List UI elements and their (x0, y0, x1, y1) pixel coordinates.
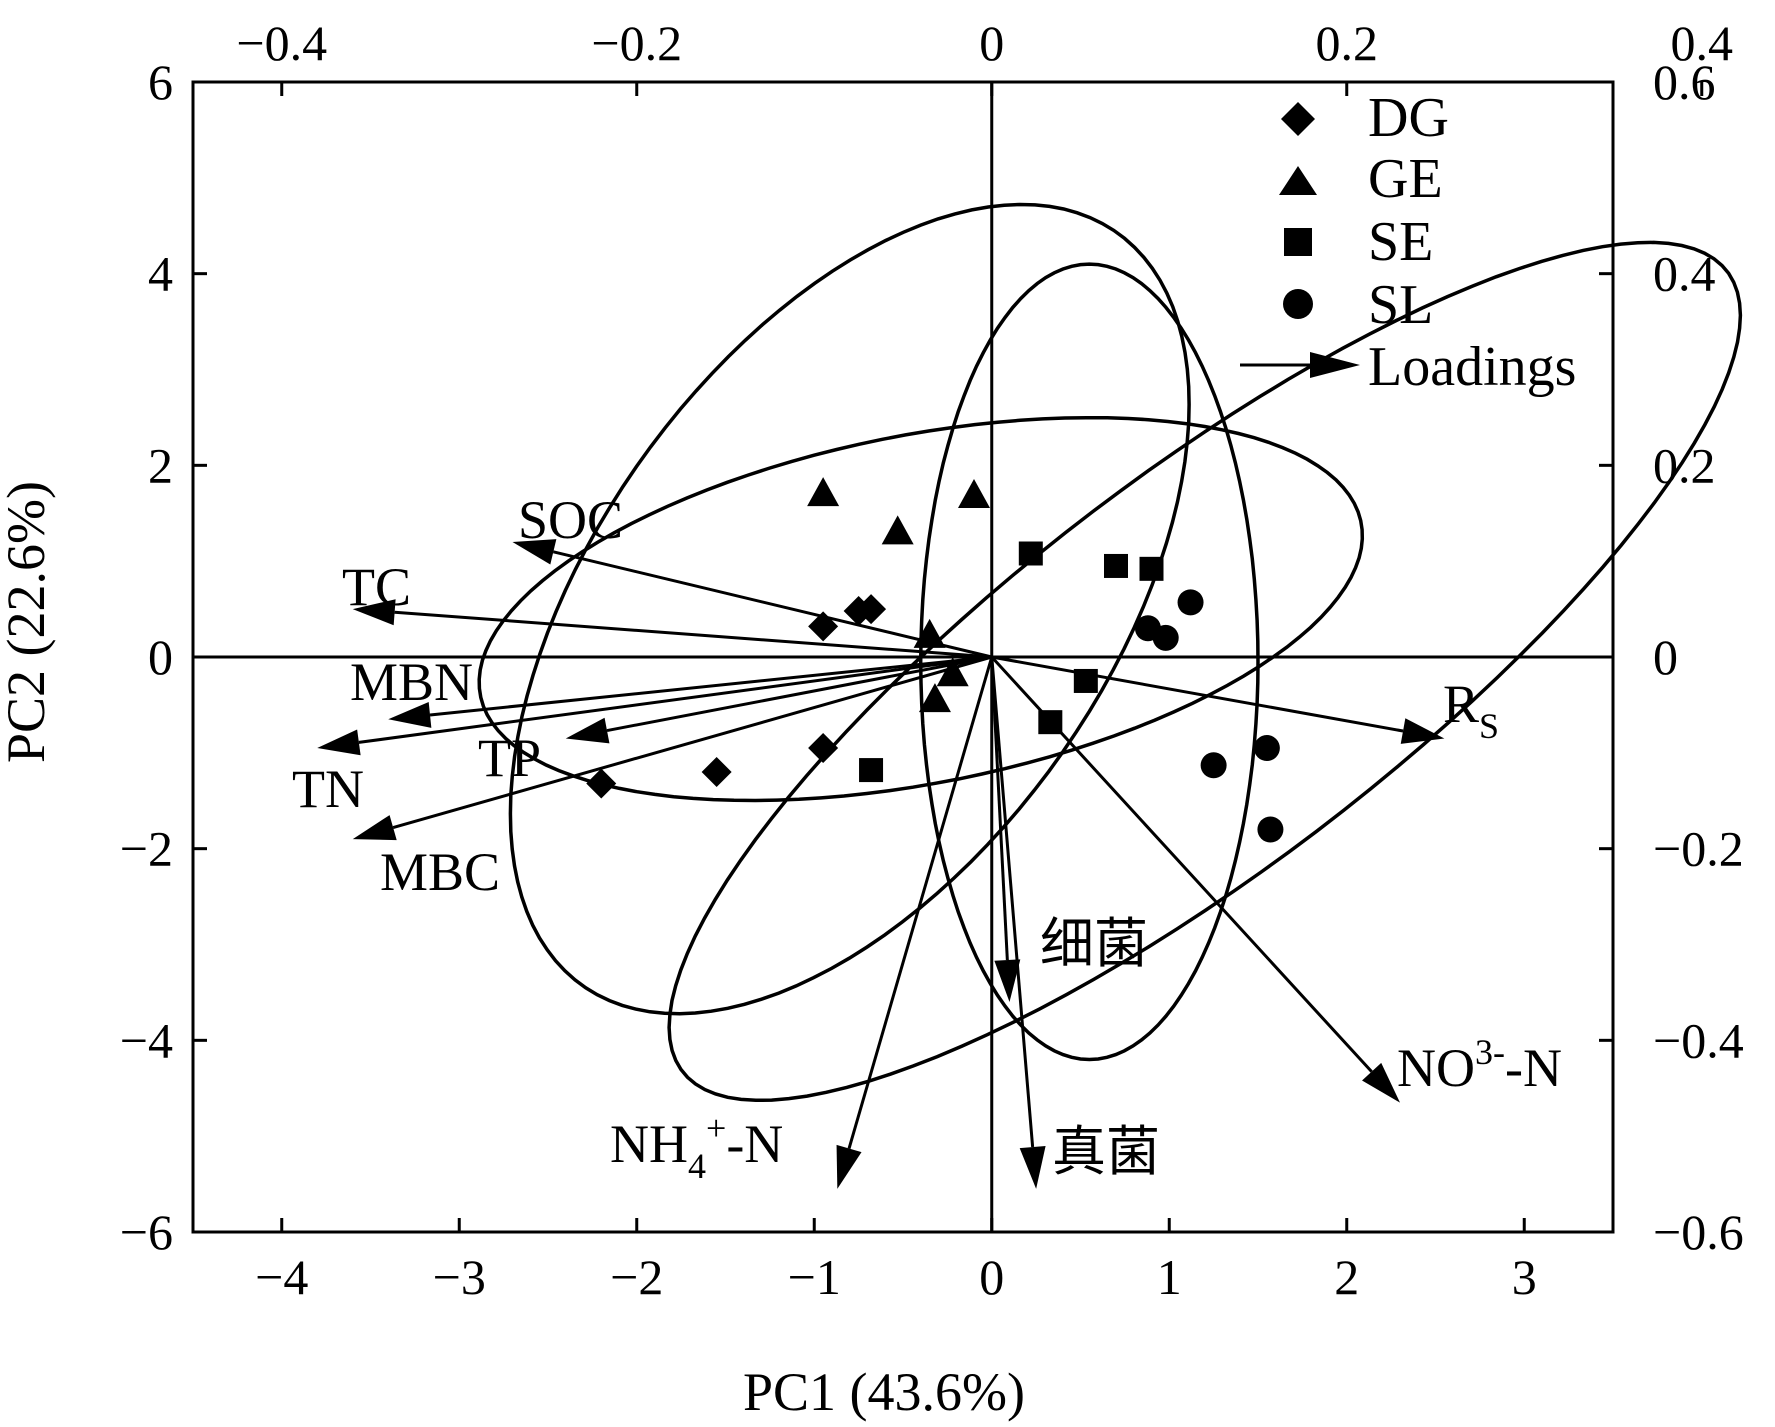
legend-arrow-icon (1310, 352, 1360, 378)
legend-label-loadings: Loadings (1368, 336, 1576, 398)
y-tick-label: −4 (120, 1012, 173, 1068)
point-ge (936, 657, 969, 687)
point-dg (856, 594, 887, 625)
legend: DG GE SE SL Loadings (1240, 87, 1576, 398)
loading-arrowhead (317, 729, 361, 756)
y-tick-label: 6 (148, 54, 173, 110)
point-sl (1253, 735, 1280, 762)
point-dg (808, 611, 839, 642)
loading-label-tp: TP (478, 728, 541, 788)
point-sl (1152, 624, 1179, 651)
legend-label-ge: GE (1368, 148, 1443, 210)
loading-vector (394, 610, 992, 659)
point-dg (701, 757, 732, 787)
point-dg (586, 768, 617, 799)
point-se (1104, 553, 1128, 578)
loading-label-mbn: MBN (350, 652, 473, 712)
x-tick-label: −4 (255, 1249, 308, 1305)
loading-vector (429, 655, 992, 717)
loading-arrowhead (565, 717, 610, 744)
right-tick-label: −0.6 (1653, 1204, 1744, 1260)
right-tick-label: 0.2 (1653, 437, 1716, 493)
top-tick-label: −0.4 (236, 15, 327, 71)
x-tick-label: 2 (1334, 1249, 1359, 1305)
legend-label-dg: DG (1368, 87, 1449, 149)
legend-label-sl: SL (1368, 274, 1433, 336)
point-se (859, 758, 884, 783)
loading-label-soc: SOC (518, 490, 623, 550)
legend-label-se: SE (1368, 211, 1433, 273)
loading-label-mbc: MBC (380, 842, 500, 902)
point-sl (1257, 816, 1284, 843)
point-ge (881, 515, 914, 545)
point-se (1139, 556, 1164, 581)
loading-label-fungi: 真菌 (1052, 1122, 1160, 1182)
loading-label-bacteria: 细菌 (1040, 914, 1148, 974)
point-ge (958, 479, 990, 508)
loading-vector (358, 655, 992, 744)
loading-arrowhead (836, 1144, 862, 1189)
loading-vector (392, 655, 993, 830)
right-tick-label: 0.6 (1653, 54, 1716, 110)
confidence-ellipse-sl (667, 240, 1743, 1103)
confidence-ellipse-se (918, 262, 1260, 1062)
point-dg (808, 733, 839, 764)
loading-arrowhead (352, 599, 396, 626)
top-tick-label: 0 (979, 15, 1004, 71)
loading-vector (990, 656, 1009, 961)
y-tick-label: −2 (120, 821, 173, 877)
y-tick-label: −6 (120, 1204, 173, 1260)
legend-diamond-icon (1281, 102, 1315, 136)
right-tick-label: −0.4 (1653, 1012, 1744, 1068)
y-tick-label: 4 (148, 246, 173, 302)
loading-vector (990, 656, 1035, 1148)
point-se (1038, 710, 1063, 735)
loading-vector (606, 655, 993, 733)
x-tick-label: 0 (979, 1249, 1004, 1305)
loading-label-nh4: NH4+-N (610, 1108, 783, 1186)
right-tick-label: 0 (1653, 629, 1678, 685)
x-tick-label: −2 (610, 1249, 663, 1305)
legend-square-icon (1284, 228, 1312, 256)
loading-arrowhead (1019, 1145, 1046, 1189)
loading-vector (991, 655, 1404, 733)
point-sl (1177, 589, 1204, 616)
top-tick-label: 0.2 (1316, 15, 1379, 71)
loading-label-tc: TC (342, 557, 411, 617)
y-axis-title: PC2 (22.6%) (0, 481, 56, 763)
loading-arrowhead (388, 702, 432, 728)
plot-area: −4 −3 −2 −1 0 1 2 3 −6 −4 −2 0 2 4 6 −0.4 −0.2 0 0.2 0.4 −0.… (120, 15, 1744, 1305)
point-sl (1200, 752, 1227, 779)
x-tick-label: −1 (788, 1249, 841, 1305)
top-tick-label: 0.4 (1671, 15, 1734, 71)
x-tick-label: 1 (1157, 1249, 1182, 1305)
loading-arrowhead (1400, 718, 1445, 744)
loading-arrowhead (512, 539, 557, 565)
y-tick-label: 2 (148, 437, 173, 493)
y-tick-label: 0 (148, 629, 173, 685)
x-tick-label: −3 (433, 1249, 486, 1305)
loading-label-tn: TN (292, 759, 364, 819)
point-se (1018, 541, 1043, 566)
legend-circle-icon (1283, 289, 1313, 319)
x-axis-title: PC1 (43.6%) (743, 1362, 1025, 1422)
point-ge (918, 683, 951, 713)
top-tick-label: −0.2 (591, 15, 682, 71)
loading-arrowhead (1362, 1062, 1400, 1103)
loading-label-no3: NO3--N (1397, 1032, 1562, 1098)
loading-vector (847, 656, 994, 1149)
x-tick-label: 3 (1512, 1249, 1537, 1305)
loading-arrowhead (352, 815, 397, 841)
point-ge (807, 477, 840, 507)
legend-triangle-icon (1279, 166, 1317, 195)
loading-arrowhead (994, 959, 1021, 1002)
right-tick-label: −0.2 (1653, 821, 1744, 877)
point-ge (913, 618, 946, 648)
point-se (1073, 668, 1098, 693)
